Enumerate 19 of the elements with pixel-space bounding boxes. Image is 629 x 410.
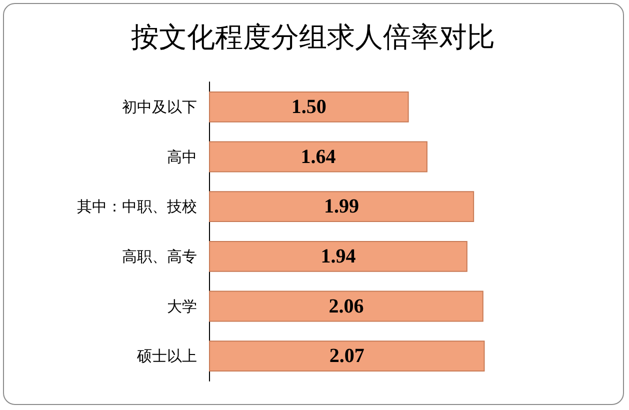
bar [209,240,468,272]
y-tick-label: 高职、高专 [122,247,197,266]
data-label: 2.07 [329,345,364,368]
bar [209,340,485,372]
data-label: 1.50 [291,96,326,118]
y-tick-label: 高中 [167,148,197,166]
y-tick-label: 大学 [167,297,197,316]
bar [209,141,428,172]
bar [209,191,474,222]
data-label: 1.94 [320,245,356,268]
y-tick-label: 初中及以下 [122,98,197,116]
data-label: 1.64 [300,146,336,168]
data-label: 1.99 [324,196,360,218]
bar [209,290,484,322]
chart-title: 按文化程度分组求人倍率对比 [131,20,495,54]
bar [209,91,409,122]
y-tick-label: 硕士以上 [136,347,197,366]
data-label: 2.06 [328,295,364,318]
y-tick-label: 其中：中职、技校 [77,198,197,216]
